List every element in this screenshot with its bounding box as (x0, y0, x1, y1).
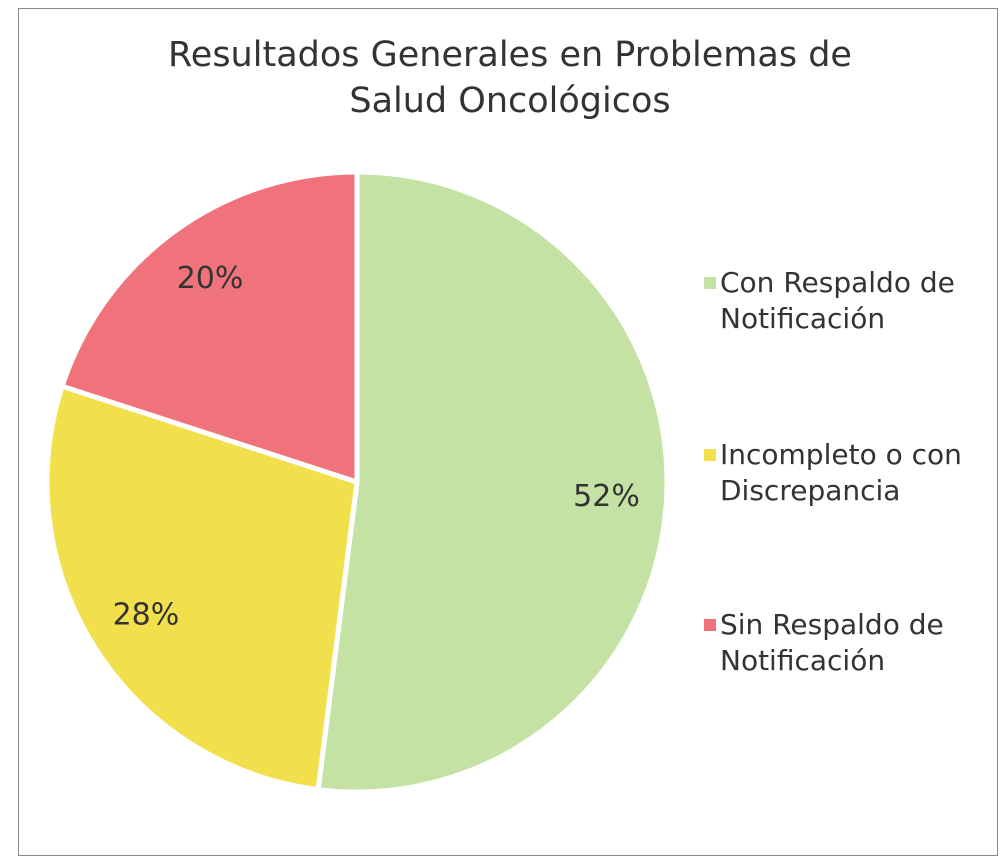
legend-swatch (704, 619, 716, 631)
data-label: 20% (177, 261, 244, 296)
legend-label: Sin Respaldo de Notificación (720, 608, 944, 677)
legend-label: Con Respaldo de Notificación (720, 266, 955, 335)
legend-swatch (704, 277, 716, 289)
chart-frame (18, 8, 998, 856)
pie-slice (59, 169, 360, 486)
data-label: 28% (113, 597, 180, 632)
legend-label: Incompleto o con Discrepancia (720, 438, 962, 507)
legend-item: Con Respaldo de Notificación (700, 265, 990, 337)
pie-slice (315, 169, 670, 795)
data-label: 52% (573, 479, 640, 514)
legend-swatch (704, 449, 716, 461)
legend-item: Sin Respaldo de Notificación (700, 607, 990, 679)
legend-item: Incompleto o con Discrepancia (700, 437, 990, 509)
pie-slice (44, 383, 360, 793)
chart-title: Resultados Generales en Problemas de Sal… (168, 35, 852, 121)
